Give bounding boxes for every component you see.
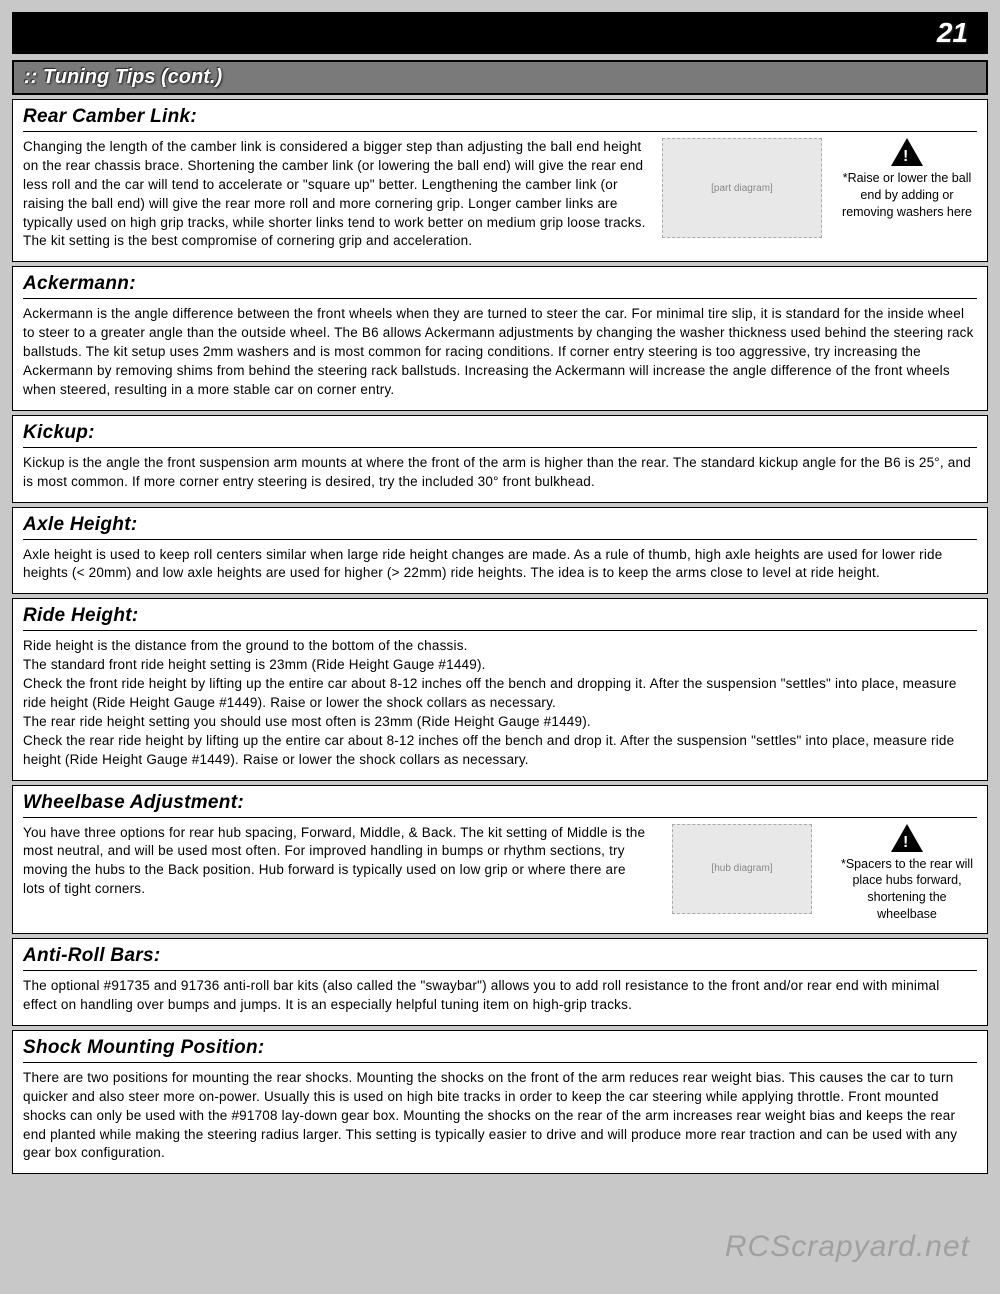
section-body: Ride height is the distance from the gro… [23, 637, 977, 769]
section-body: Axle height is used to keep roll centers… [23, 546, 977, 584]
header-bar: 21 [12, 12, 988, 54]
section-body: You have three options for rear hub spac… [23, 824, 647, 900]
page: 21 :: Tuning Tips (cont.) Rear Camber Li… [0, 0, 1000, 1294]
part-illustration: [part diagram] [662, 138, 822, 238]
section-wheelbase-adjustment: Wheelbase Adjustment: You have three opt… [12, 785, 988, 935]
section-title: Kickup: [23, 422, 977, 448]
section-body: The optional #91735 and 91736 anti-roll … [23, 977, 977, 1015]
warning-icon [891, 138, 923, 166]
diagram-wheelbase: [hub diagram] [657, 824, 827, 914]
section-title: Ackermann: [23, 273, 977, 299]
warning-icon [891, 824, 923, 852]
note-text: *Spacers to the rear will place hubs for… [837, 856, 977, 924]
section-title: Anti-Roll Bars: [23, 945, 977, 971]
section-body: Kickup is the angle the front suspension… [23, 454, 977, 492]
part-illustration: [hub diagram] [672, 824, 812, 914]
page-number: 21 [937, 17, 968, 49]
section-title: Ride Height: [23, 605, 977, 631]
section-axle-height: Axle Height: Axle height is used to keep… [12, 507, 988, 595]
note-column: *Spacers to the rear will place hubs for… [837, 824, 977, 924]
banner-title: :: Tuning Tips (cont.) [24, 66, 222, 88]
watermark: RCScrapyard.net [725, 1230, 970, 1264]
section-body: There are two positions for mounting the… [23, 1069, 977, 1163]
section-ackermann: Ackermann: Ackermann is the angle differ… [12, 266, 988, 410]
section-body: Ackermann is the angle difference betwee… [23, 305, 977, 399]
section-rear-camber-link: Rear Camber Link: Changing the length of… [12, 99, 988, 262]
section-kickup: Kickup: Kickup is the angle the front su… [12, 415, 988, 503]
note-text: *Raise or lower the ball end by adding o… [837, 170, 977, 221]
section-title: Wheelbase Adjustment: [23, 792, 977, 818]
diagram-camber-link: [part diagram] [657, 138, 827, 238]
section-anti-roll-bars: Anti-Roll Bars: The optional #91735 and … [12, 938, 988, 1026]
note-column: *Raise or lower the ball end by adding o… [837, 138, 977, 221]
section-title: Shock Mounting Position: [23, 1037, 977, 1063]
section-title: Rear Camber Link: [23, 106, 977, 132]
section-shock-mounting: Shock Mounting Position: There are two p… [12, 1030, 988, 1174]
section-body: Changing the length of the camber link i… [23, 138, 647, 251]
section-ride-height: Ride Height: Ride height is the distance… [12, 598, 988, 780]
section-banner: :: Tuning Tips (cont.) [12, 60, 988, 95]
section-title: Axle Height: [23, 514, 977, 540]
